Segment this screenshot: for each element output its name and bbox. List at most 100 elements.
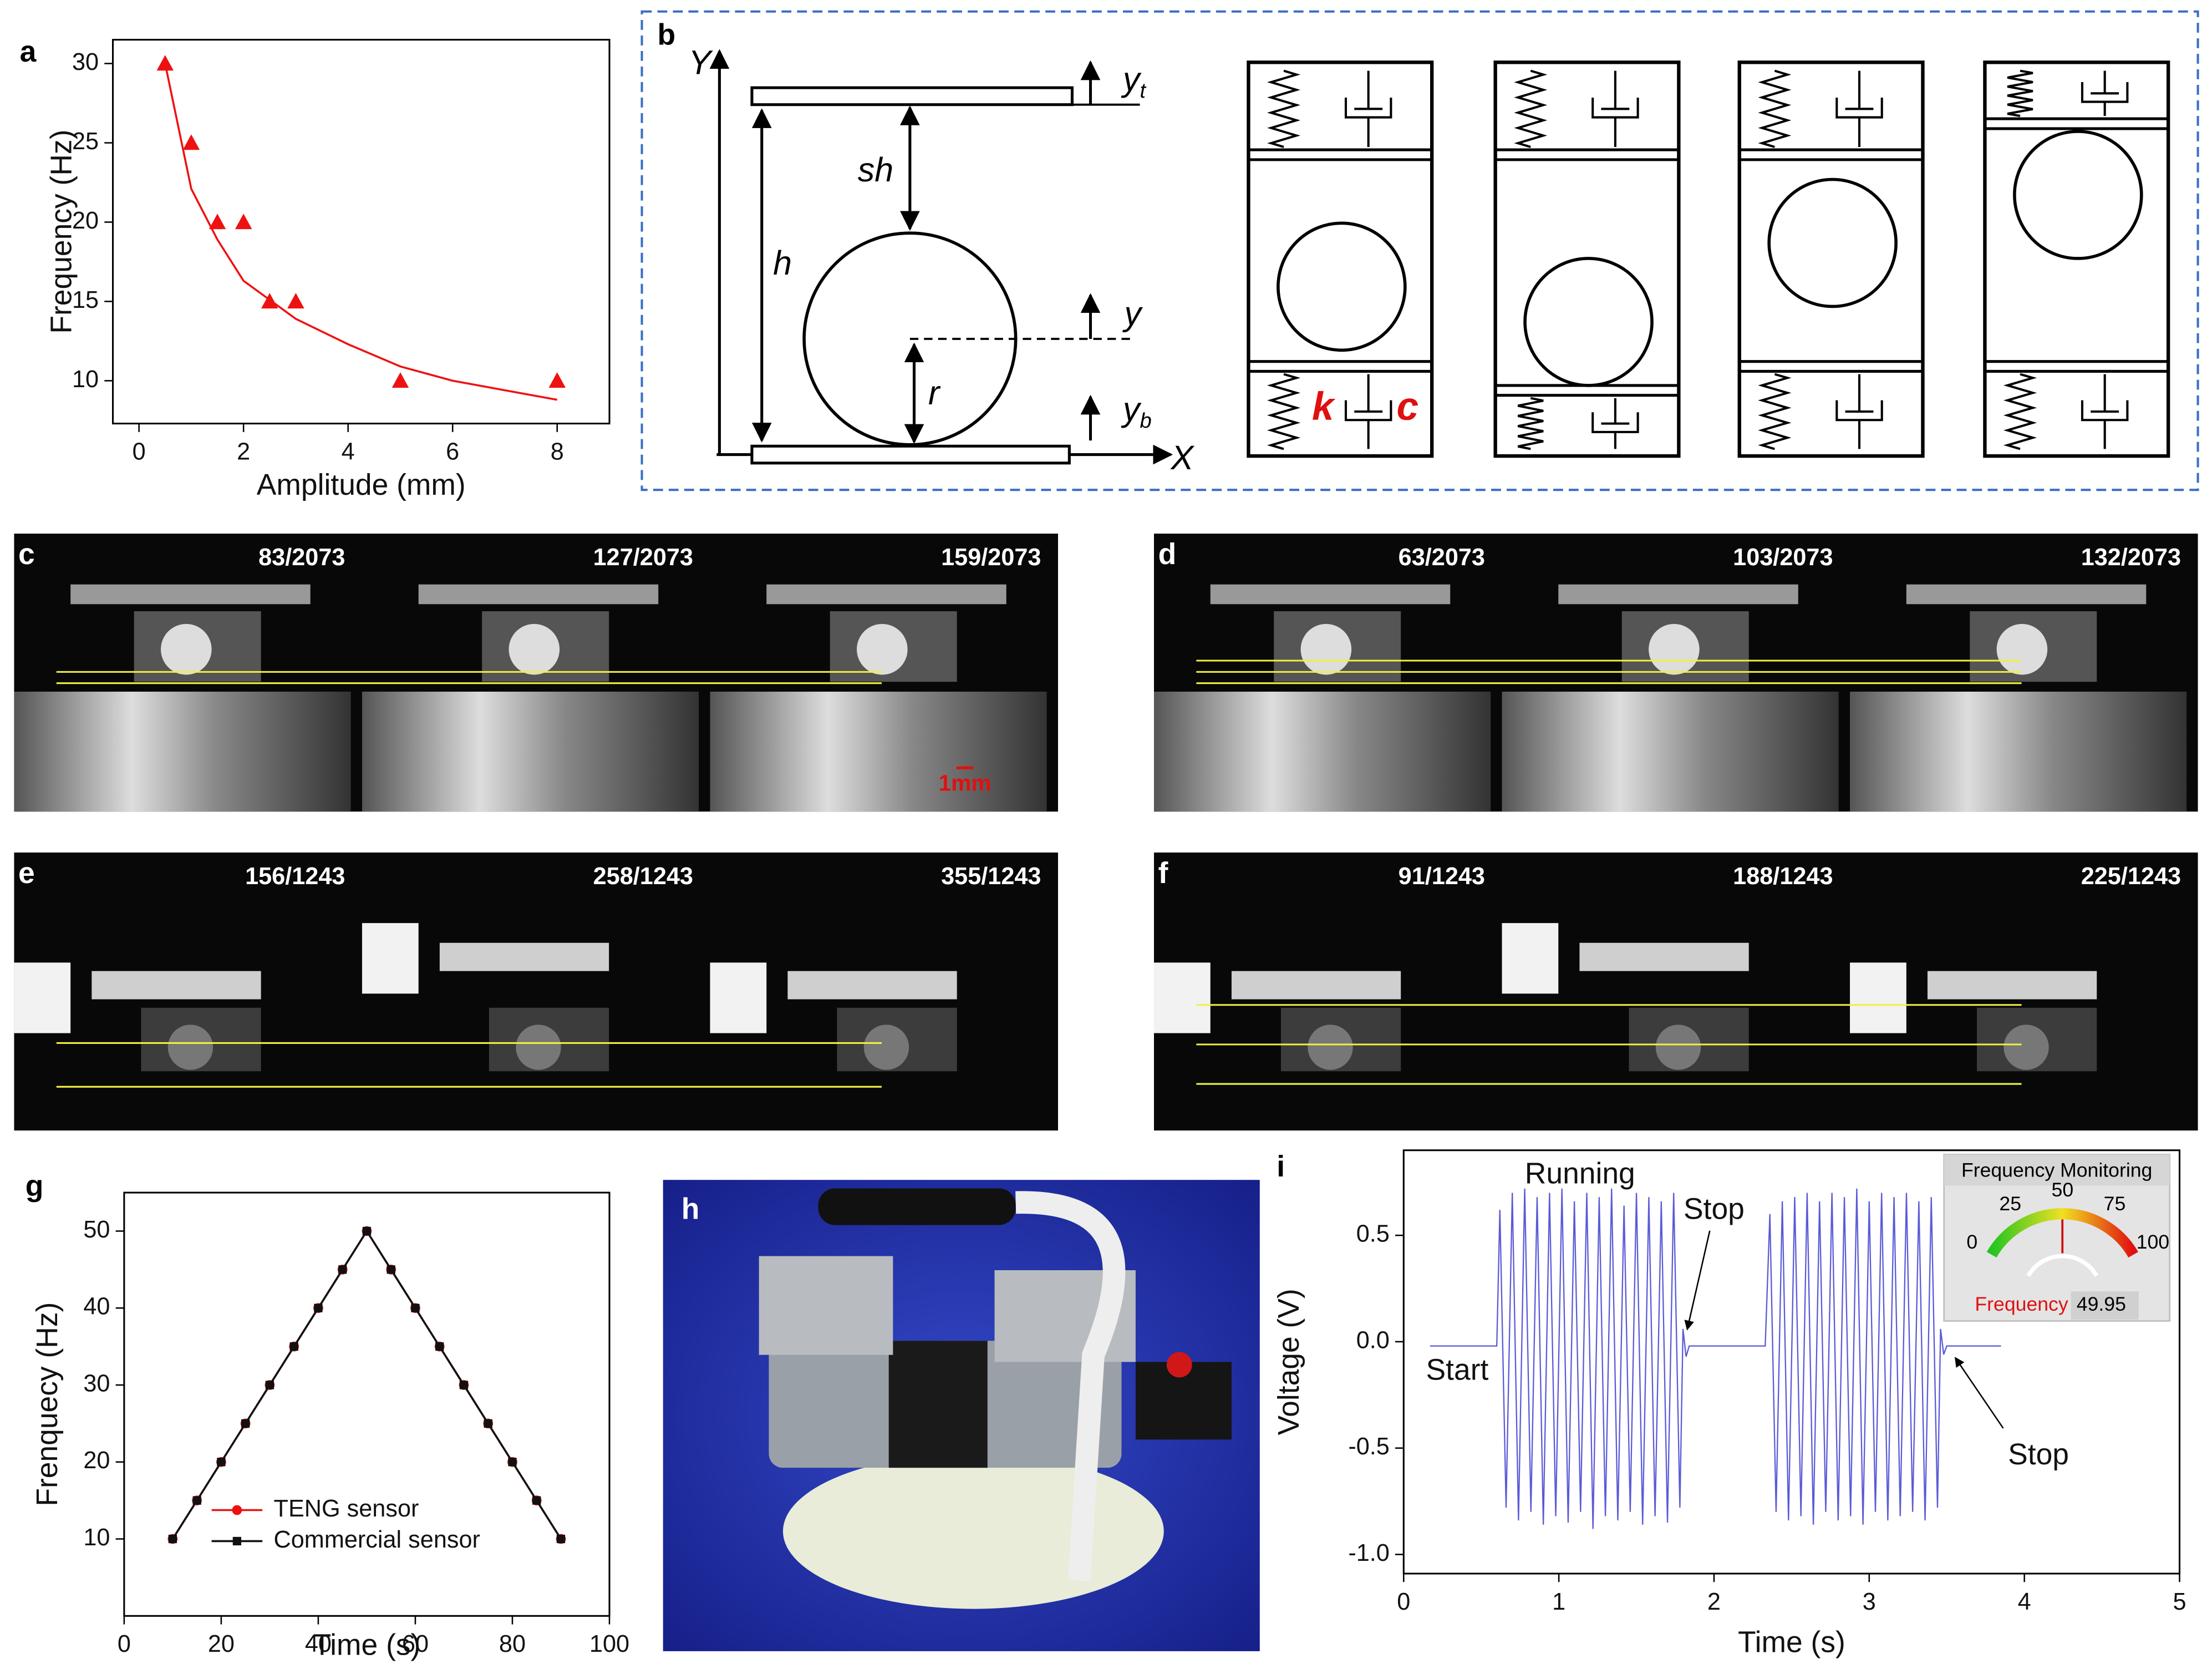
x-tick-label: 100 (589, 1631, 629, 1657)
inset-value-box (2071, 1291, 2139, 1320)
symbol: y (1122, 295, 1143, 332)
frame-counter: 156/1243 (245, 863, 345, 890)
photo-cylinder (1502, 691, 1839, 812)
annotation: Start (1426, 1353, 1489, 1386)
photo-bar (1231, 971, 1401, 1000)
spring (2003, 373, 2037, 450)
y-tick-label: 0.5 (1356, 1221, 1390, 1247)
x-axis-label: Time (s) (313, 1629, 421, 1661)
symbol: k (1312, 385, 1336, 429)
symbol: c (1397, 385, 1419, 429)
hose (1015, 1191, 1126, 1581)
photo-bar (1927, 971, 2097, 1000)
data-point (508, 1458, 517, 1467)
gauge-arc (1986, 1208, 2138, 1258)
frame-counter: 103/2073 (1733, 544, 1833, 571)
y-tick-label: 10 (83, 1524, 110, 1551)
data-point (314, 1303, 323, 1312)
y-axis-label: Frenquecy (Hz) (31, 1302, 64, 1506)
ball (1523, 257, 1654, 387)
photo-cylinder (14, 691, 351, 812)
panel-letter: d (1158, 538, 1177, 571)
spring (1517, 397, 1544, 450)
gauge-tick-label: 50 (2052, 1179, 2074, 1201)
symbol: r (928, 374, 941, 412)
panel-letter: b (658, 19, 676, 52)
symbol: h (773, 244, 792, 282)
photo-ball (857, 623, 908, 675)
y-axis-label: Frequency (Hz) (45, 130, 78, 334)
cell-frame (1737, 60, 1925, 458)
gauge-tick-label: 25 (1999, 1193, 2021, 1215)
data-point (548, 372, 566, 388)
photo-bar (787, 971, 957, 1000)
switch-button (1166, 1352, 1192, 1378)
frame-counter: 91/1243 (1399, 863, 1485, 890)
ball (2013, 130, 2143, 260)
photo-bar (91, 971, 261, 1000)
plot-frame (123, 1191, 611, 1617)
photo-white-block (1153, 962, 1211, 1033)
photo-ball (1300, 623, 1352, 675)
y-tick-label: 50 (83, 1216, 110, 1243)
data-point (387, 1265, 395, 1274)
damper-cup (1344, 400, 1392, 449)
frame-counter: 132/2073 (2081, 544, 2181, 571)
y-tick-label: 10 (72, 366, 99, 393)
axis-name: X (1170, 439, 1195, 476)
inset-value: 49.95 (2077, 1293, 2126, 1315)
annotation: Stop (2008, 1438, 2069, 1471)
data-point (289, 1342, 298, 1351)
gauge-tick-label: 75 (2104, 1193, 2126, 1215)
panel-letter: h (682, 1193, 700, 1225)
symbol: sh (858, 151, 893, 189)
data-point (287, 293, 304, 309)
photo-plate (1210, 584, 1451, 605)
photo-cylinder (1153, 691, 1491, 812)
data-point (235, 214, 252, 230)
axis-name: Y (688, 44, 713, 82)
x-tick-label: 5 (2173, 1589, 2186, 1615)
photo-ball (1655, 1024, 1701, 1070)
frame-counter: 127/2073 (593, 544, 693, 571)
cell-frame (1493, 60, 1681, 458)
data-point (459, 1381, 469, 1389)
legend-label: Commercial sensor (274, 1526, 480, 1553)
photo-plate (70, 584, 311, 605)
photo-ball (1308, 1024, 1353, 1070)
x-axis-label: Amplitude (mm) (257, 469, 466, 501)
photo-ball (161, 623, 212, 675)
photo-white-block (1850, 962, 1906, 1033)
y-tick-label: 20 (83, 1447, 110, 1474)
legend-marker (232, 1536, 242, 1546)
cell-frame (1983, 60, 2170, 458)
damper-cup (1835, 97, 1883, 147)
symbol-sub: t (1140, 79, 1147, 103)
x-tick-label: 0 (118, 1631, 131, 1657)
data-line (171, 1229, 562, 1540)
x-tick-label: 40 (305, 1631, 332, 1657)
data-point (182, 134, 200, 150)
photo-white-block (710, 962, 767, 1033)
y-tick-label: 0.0 (1356, 1327, 1390, 1353)
photo-ball (2003, 1024, 2049, 1070)
damper-cup (1835, 400, 1883, 449)
frame-counter: 258/1243 (593, 863, 693, 890)
symbol-sub: b (1140, 409, 1152, 433)
photo-ball (1996, 623, 2048, 675)
legend-marker (232, 1505, 242, 1515)
data-point (156, 55, 174, 71)
ball (1767, 177, 1898, 308)
panel-b-frame (640, 10, 2199, 491)
data-point (217, 1458, 226, 1467)
plot-frame (111, 39, 611, 425)
data-point (209, 214, 226, 230)
frame-counter: 355/1243 (941, 863, 1041, 890)
frame-counter: 159/2073 (941, 544, 1041, 571)
data-point (265, 1381, 274, 1389)
spring (2007, 69, 2033, 118)
spring (1267, 373, 1301, 450)
y-tick-label: 20 (72, 207, 99, 234)
inset-title: Frequency Monitoring (1961, 1159, 2152, 1181)
